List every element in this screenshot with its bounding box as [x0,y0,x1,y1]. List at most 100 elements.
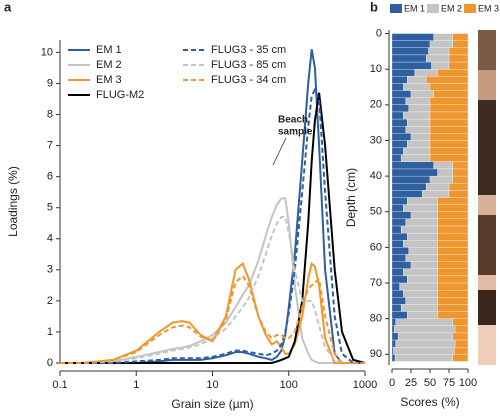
bar-segment [400,154,431,163]
bar-segment [407,140,431,148]
bar-segment [422,190,450,198]
series-line [60,197,365,364]
bar-segment [407,197,438,205]
bar-segment [437,218,469,227]
bar-segment [391,190,423,198]
legend-label: FLUG3 - 34 cm [211,74,286,86]
bar-segment [429,40,453,48]
bar-segment [391,76,408,84]
legend-label: EM 3 [96,74,122,86]
bar-segment [391,218,406,227]
y-tick-label: 90 [370,348,382,360]
bar-segment [410,261,438,269]
bar-segment [408,104,431,113]
bar-segment [391,247,409,255]
bar-segment [407,118,431,127]
bar-segment [391,168,438,177]
bar-segment [437,268,469,277]
bar-segment [391,354,396,362]
bar-segment [405,97,431,105]
bar-segment [391,47,429,56]
y-tick-label: 50 [370,206,382,218]
bar-segment [426,183,450,191]
bar-segment [448,183,469,191]
bar-segment [437,275,469,284]
bar-segment [391,318,396,326]
bar-segment [405,218,438,227]
bar-segment [437,261,469,269]
bar-segment [429,126,469,134]
series-line [60,49,365,364]
bar-segment [452,168,469,177]
bar-segment [426,54,450,63]
bar-segment [391,254,406,262]
bar-segment [437,204,469,212]
y-tick-label: 8 [47,108,53,120]
bar-segment [395,318,453,326]
bar-segment [391,347,394,355]
bar-segment [403,204,438,212]
bar-segment [403,83,431,91]
bar-segment [452,354,469,362]
bar-segment [437,311,469,319]
legend-swatch [390,4,402,13]
y-tick-label: 70 [370,277,382,289]
legend-label: EM 1 [404,3,425,13]
bar-segment [391,325,395,334]
bar-segment [437,297,469,305]
bar-segment [429,133,469,141]
bar-segment [429,175,453,184]
y-tick-label: 1 [47,326,53,338]
bar-segment [437,240,469,248]
bar-segment [452,318,469,326]
x-tick-label: 1000 [353,379,377,391]
bar-segment [437,211,469,220]
bar-segment [391,118,408,127]
bar-segment [429,147,469,155]
y-axis-label: Depth (cm) [344,168,358,227]
y-tick-label: 0 [47,357,53,369]
legend-swatch [427,4,439,13]
bar-segment [391,126,406,134]
bar-segment [437,69,469,77]
bar-segment [391,290,404,298]
bar-segment [391,339,396,348]
series-line [60,92,366,364]
bar-segment [448,47,469,56]
y-tick-label: 20 [370,99,382,111]
annotation: Beach [278,115,308,126]
x-tick-label: 75 [443,377,455,389]
x-tick-label: 50 [424,377,436,389]
bar-segment [405,254,438,262]
bar-segment [410,90,434,98]
x-axis-label: Scores (%) [400,395,459,409]
bar-segment [391,261,412,269]
bar-segment [408,247,438,255]
bar-segment [437,247,469,255]
bar-segment [437,290,469,298]
bar-segment [397,332,453,341]
x-tick-label: 100 [459,377,477,389]
legend-label: FLUG-M2 [96,89,144,101]
series-line [60,216,365,364]
bar-segment [454,347,469,355]
legend-swatch [464,4,476,13]
bar-segment [407,232,438,241]
bar-segment [391,97,406,105]
bar-segment [403,111,431,120]
bar-segment [391,332,399,341]
annotation: sample [278,127,313,138]
bar-segment [391,140,408,148]
bar-segment [391,90,412,98]
bar-segment [403,147,431,155]
bar-segment [433,90,469,98]
y-tick-label: 4 [47,233,53,245]
bar-segment [429,104,469,113]
bar-segment [405,126,431,134]
bar-segment [391,161,434,170]
bar-segment [431,61,450,70]
bar-segment [437,304,469,312]
bar-segment [391,61,432,70]
legend-label: EM 2 [441,3,462,13]
bar-segment [448,54,469,63]
